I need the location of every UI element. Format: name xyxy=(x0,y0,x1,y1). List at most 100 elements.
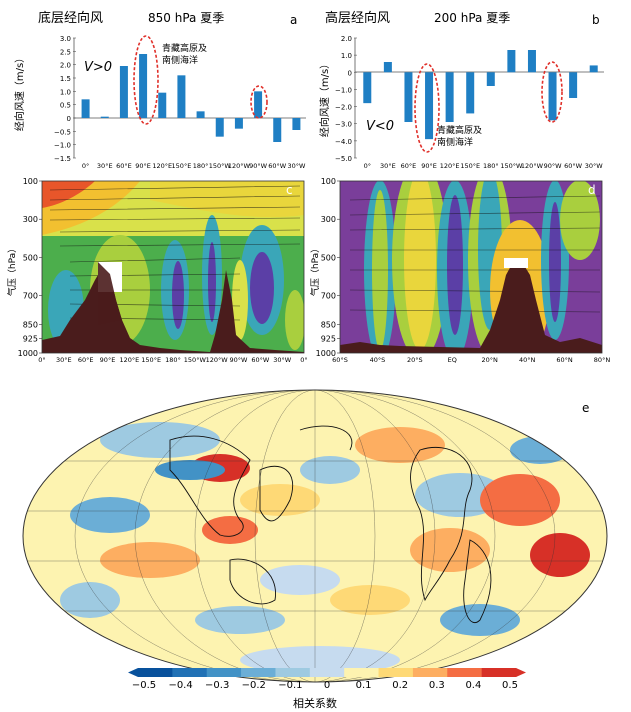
panel-a-title: 底层经向风 xyxy=(38,10,103,26)
y-tick-label: 2.0 xyxy=(341,35,352,43)
colorbar-tick-label: −0.4 xyxy=(168,680,192,691)
y-tick-label: −2.0 xyxy=(335,104,352,112)
panel-b-note-line1: 青藏高原及 xyxy=(437,124,482,136)
x-tick-label: 0° xyxy=(82,162,89,170)
bar xyxy=(425,72,434,140)
x-tick-label: 60°W xyxy=(564,162,583,170)
panel-a-highlight-tibet xyxy=(133,35,159,125)
panel-e: e −0.5 −0.4 −0.3 −0.2 −0.1 0 0.1 0.2 0.3 0.4 0.5 相… xyxy=(22,389,608,710)
bar xyxy=(548,72,557,121)
y-tick-label: 100 xyxy=(321,177,336,186)
y-tick-label: 300 xyxy=(23,215,38,224)
y-tick-label: 850 xyxy=(23,320,38,329)
bar xyxy=(404,72,413,122)
x-tick-label: 150°E xyxy=(172,162,192,170)
colorbar-tick-label: 0.3 xyxy=(429,680,445,691)
x-tick-label: 120°E xyxy=(152,162,172,170)
x-tick-label: 60°E xyxy=(401,162,417,170)
colorbar-segment xyxy=(138,668,173,677)
colorbar-left-arrow xyxy=(128,668,138,677)
panel-e-letter: e xyxy=(582,401,589,415)
x-tick-label: EQ xyxy=(448,356,457,364)
x-tick-label: 120°E xyxy=(119,356,139,364)
y-tick-label: −1.0 xyxy=(54,142,71,150)
y-tick-label: 2.5 xyxy=(60,48,71,56)
colorbar-tick-label: 0.4 xyxy=(465,680,481,691)
colorbar-segment xyxy=(172,668,208,677)
bar xyxy=(196,111,205,118)
colorbar-tick-label: 0 xyxy=(324,680,330,691)
y-tick-label: −1.5 xyxy=(54,155,71,163)
colorbar-tick-label: 0.5 xyxy=(502,680,518,691)
x-tick-label: 60°W xyxy=(268,162,287,170)
x-tick-label: 180° xyxy=(483,162,499,170)
panel-c-ylabel: 气压（hPa） xyxy=(6,244,18,296)
x-tick-label: 30°W xyxy=(585,162,604,170)
x-tick-label: 180° xyxy=(165,356,181,364)
y-tick-label: 0.5 xyxy=(60,102,71,110)
bar xyxy=(507,50,516,73)
y-tick-label: 700 xyxy=(23,292,38,301)
x-tick-label: 30°E xyxy=(97,162,113,170)
x-tick-label: 90°E xyxy=(421,162,437,170)
x-tick-label: 90°W xyxy=(230,356,249,364)
x-tick-label: 30°E xyxy=(56,356,72,364)
bar xyxy=(234,118,243,129)
colorbar-segment xyxy=(344,668,379,677)
panel-e-colorbar-label: 相关系数 xyxy=(293,696,337,710)
x-tick-label: 60°N xyxy=(556,356,573,364)
panel-c: c 气压（hPa） 100 300 500 700 850 925 1000 0° 30°E 6… xyxy=(6,177,308,364)
y-tick-label: 1.5 xyxy=(60,75,71,83)
panel-b-letter: b xyxy=(592,13,600,27)
y-tick-label: 0 xyxy=(348,69,352,77)
panel-b-highlight-90w xyxy=(541,61,563,123)
y-tick-label: 100 xyxy=(23,177,38,186)
colorbar-tick-label: −0.2 xyxy=(242,680,266,691)
panel-e-outline xyxy=(22,389,608,683)
panel-a-v-annotation: V>0 xyxy=(84,60,112,75)
y-tick-label: 500 xyxy=(321,253,336,262)
panel-d: d 气压（hPa） 100 300 500 700 850 925 1000 60°S 40°… xyxy=(309,177,611,364)
colorbar-segment xyxy=(275,668,311,677)
bar xyxy=(383,62,392,73)
bar xyxy=(158,92,167,118)
x-tick-label: 80°N xyxy=(594,356,611,364)
x-tick-label: 150°W xyxy=(209,162,232,170)
panel-d-field xyxy=(340,181,602,353)
panel-b-highlight-tibet xyxy=(414,63,440,153)
x-tick-label: 150°W xyxy=(184,356,207,364)
panel-a-subtitle: 850 hPa 夏季 xyxy=(148,11,224,25)
panel-a-note-line2: 南侧海洋 xyxy=(162,54,198,66)
x-tick-label: 30°W xyxy=(287,162,306,170)
x-tick-label: 0° xyxy=(300,356,307,364)
x-tick-label: 20°N xyxy=(482,356,499,364)
panel-b-subtitle: 200 hPa 夏季 xyxy=(434,11,510,25)
bar xyxy=(589,65,598,73)
panel-a-letter: a xyxy=(290,13,297,27)
bar xyxy=(292,118,301,130)
bar xyxy=(81,99,90,118)
x-tick-label: 90°W xyxy=(249,162,268,170)
x-tick-label: 150°E xyxy=(141,356,161,364)
bar xyxy=(119,66,128,118)
x-tick-label: 30°W xyxy=(273,356,292,364)
x-tick-label: 90°W xyxy=(544,162,563,170)
bar xyxy=(486,72,495,86)
panel-c-field xyxy=(42,181,304,353)
y-tick-label: 1000 xyxy=(316,349,336,358)
colorbar-segment xyxy=(206,668,242,677)
colorbar-tick-label: −0.1 xyxy=(278,680,302,691)
panel-d-ylabel: 气压（hPa） xyxy=(309,244,321,296)
x-tick-label: 120°W xyxy=(228,162,251,170)
panel-a: 底层经向风 850 hPa 夏季 a 经向风速（m/s） 3.0 2.5 2.0 1.… xyxy=(13,10,306,170)
x-tick-label: 60°W xyxy=(251,356,270,364)
x-tick-label: 40°N xyxy=(519,356,536,364)
bar xyxy=(445,72,454,122)
colorbar-tick-label: 0.2 xyxy=(392,680,408,691)
panel-d-frame xyxy=(339,180,603,354)
bar xyxy=(254,91,263,118)
y-tick-label: 925 xyxy=(23,335,38,344)
x-tick-label: 0° xyxy=(38,356,45,364)
panel-b-v-annotation: V<0 xyxy=(366,119,394,134)
